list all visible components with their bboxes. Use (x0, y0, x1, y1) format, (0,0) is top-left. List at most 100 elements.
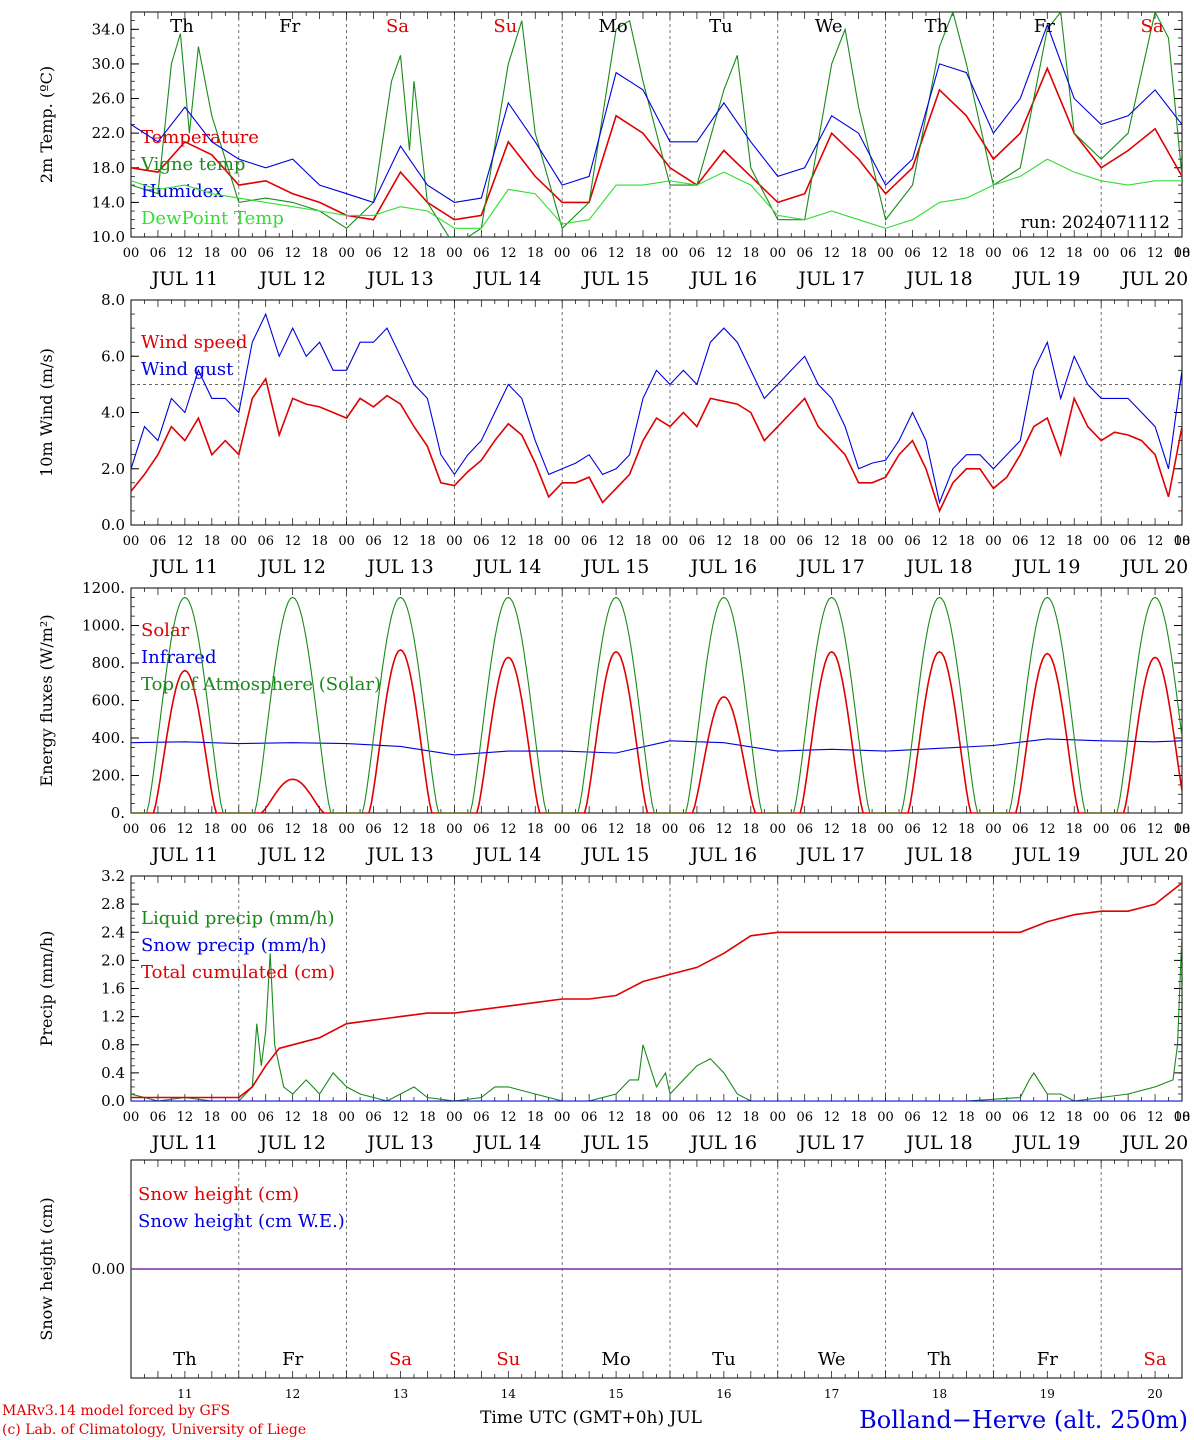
weekday-label: Sa (1141, 16, 1164, 37)
hour-tick-label: 06 (689, 534, 706, 549)
series-line (131, 932, 1182, 1101)
hour-tick-label: 06 (257, 1110, 274, 1125)
series-line (131, 66, 1182, 221)
series-line (131, 648, 1182, 813)
y-tick-label: 0.0 (101, 516, 125, 534)
hour-tick-label: 06 (150, 534, 167, 549)
y-tick-label: 26.0 (92, 90, 125, 108)
hour-tick-label: 06 (581, 822, 598, 837)
hour-tick-label: 12 (177, 534, 194, 549)
hour-tick-label: 00 (769, 1110, 786, 1125)
hour-tick-label: 12 (823, 1110, 840, 1125)
hour-tick-label: 12 (1039, 1110, 1056, 1125)
weekday-label: Sa (389, 1349, 412, 1370)
legend-entry: Wind gust (141, 359, 234, 380)
day-date-label: JUL 13 (365, 268, 433, 290)
weekday-label: Su (496, 1349, 520, 1370)
y-tick-label: 600. (92, 692, 125, 710)
legend-entry: Infrared (141, 647, 216, 668)
hour-tick-label: 12 (931, 1110, 948, 1125)
day-date-label: JUL 19 (1012, 556, 1080, 578)
hour-tick-label: 06 (796, 1110, 813, 1125)
y-axis-label: Precip (mm/h) (37, 931, 56, 1047)
hour-tick-label: 06 (904, 246, 921, 261)
hour-tick-label: 00 (338, 534, 355, 549)
hour-tick-label: 18 (743, 1110, 760, 1125)
hour-tick-label: 06 (581, 1110, 598, 1125)
day-date-label: JUL 17 (796, 268, 864, 290)
weekday-label: Sa (386, 16, 409, 37)
hour-tick-label: 12 (284, 246, 301, 261)
day-date-label: JUL 17 (796, 556, 864, 578)
hour-tick-label: 18 (958, 246, 975, 261)
hour-tick-label: 12 (1147, 246, 1164, 261)
hour-tick-label: 12 (823, 534, 840, 549)
weekday-label: Fr (1034, 16, 1055, 37)
y-axis-label: 10m Wind (m/s) (37, 348, 56, 477)
run-label: run: 2024071112 (1021, 213, 1170, 233)
hour-tick-label: 06 (365, 822, 382, 837)
hour-tick-label: 00 (1174, 1110, 1191, 1125)
hour-tick-label: 06 (689, 246, 706, 261)
y-tick-label: 0.4 (101, 1064, 125, 1082)
day-number-label: 18 (932, 1387, 947, 1401)
hour-tick-label: 00 (554, 822, 571, 837)
y-tick-label: 2.0 (101, 460, 125, 478)
legend-entry: Snow height (cm) (138, 1184, 299, 1205)
legend-entry: Snow height (cm W.E.) (138, 1211, 345, 1232)
hour-tick-label: 06 (796, 822, 813, 837)
y-axis-label: 2m Temp. (ºC) (37, 66, 56, 183)
y-tick-label: 14.0 (92, 193, 125, 211)
hour-tick-label: 18 (204, 246, 221, 261)
hour-tick-label: 12 (1147, 1110, 1164, 1125)
hour-tick-label: 18 (419, 534, 436, 549)
legend-entry: Liquid precip (mm/h) (141, 908, 335, 929)
hour-tick-label: 06 (150, 246, 167, 261)
series-line (131, 596, 1182, 813)
weekday-label: We (818, 1349, 846, 1370)
hour-tick-label: 00 (985, 822, 1002, 837)
weekday-label: Mo (601, 1349, 630, 1370)
legend-entry: Humidex (141, 181, 223, 202)
y-tick-label: 0. (111, 804, 125, 822)
hour-tick-label: 00 (877, 1110, 894, 1125)
hour-tick-label: 18 (958, 822, 975, 837)
hour-tick-label: 12 (931, 534, 948, 549)
day-date-label: JUL 11 (150, 268, 218, 290)
hour-tick-label: 00 (554, 534, 571, 549)
hour-tick-label: 06 (1012, 246, 1029, 261)
hour-tick-label: 12 (500, 822, 517, 837)
panel-3: 0. 200. 400. 600. 800. 1000. 1200. Energy fluxe… (37, 579, 1190, 866)
hour-tick-label: 12 (716, 534, 733, 549)
day-date-label: JUL 16 (689, 556, 757, 578)
hour-tick-label: 18 (850, 1110, 867, 1125)
hour-tick-label: 00 (769, 534, 786, 549)
hour-tick-label: 00 (1174, 246, 1191, 261)
hour-tick-label: 00 (769, 246, 786, 261)
y-tick-label: 0.8 (101, 1036, 125, 1054)
panel-1: 10.0 14.0 18.0 22.0 26.0 30.0 34.0 2m Temp. (ºC… (37, 11, 1191, 290)
hour-tick-label: 12 (284, 534, 301, 549)
hour-tick-label: 06 (473, 534, 490, 549)
hour-tick-label: 18 (743, 534, 760, 549)
hour-tick-label: 18 (204, 822, 221, 837)
weekday-label: Th (170, 16, 194, 37)
hour-tick-label: 00 (662, 822, 679, 837)
y-axis-label: Snow height (cm) (37, 1197, 56, 1340)
day-date-label: JUL 18 (904, 268, 972, 290)
day-number-label: 19 (1040, 1387, 1055, 1401)
legend-entry: Temperature (141, 127, 259, 148)
hour-tick-label: 18 (527, 822, 544, 837)
hour-tick-label: 18 (635, 822, 652, 837)
day-date-label: JUL 12 (257, 268, 325, 290)
hour-tick-label: 00 (1093, 822, 1110, 837)
y-tick-label: 30.0 (92, 55, 125, 73)
day-date-label: JUL 14 (473, 268, 541, 290)
day-date-label: JUL 15 (581, 556, 649, 578)
weekday-label: Tu (709, 16, 733, 37)
day-date-label: JUL 18 (904, 1132, 972, 1154)
hour-tick-label: 12 (1039, 822, 1056, 837)
y-tick-label: 400. (92, 729, 125, 747)
hour-tick-label: 18 (635, 1110, 652, 1125)
day-date-label: JUL 15 (581, 268, 649, 290)
